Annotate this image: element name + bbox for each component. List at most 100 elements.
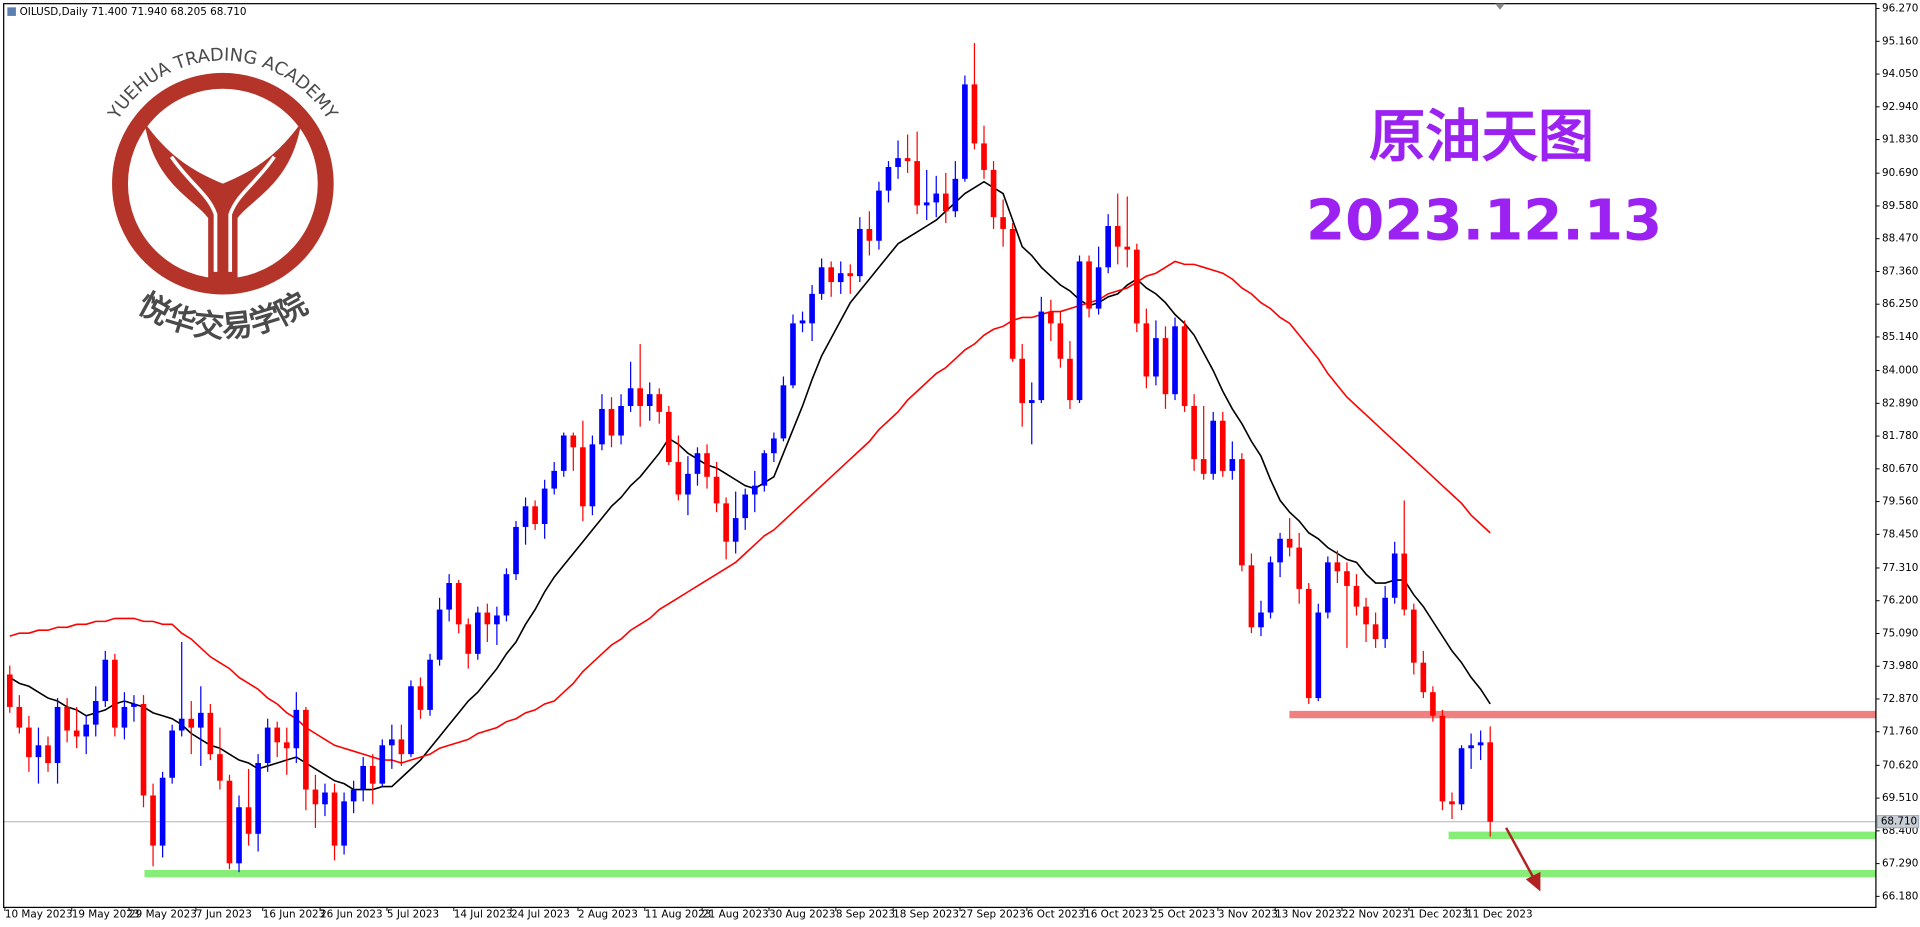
candle-body [131, 703, 137, 707]
candle-body [293, 709, 300, 749]
candle-body [828, 267, 834, 283]
x-tick-label: 18 Sep 2023 [893, 909, 959, 921]
candle-body [369, 765, 376, 784]
candle-body [188, 718, 195, 728]
candle-body [245, 807, 252, 834]
candle-body [1487, 742, 1494, 822]
y-tick-label: 94.050 [1882, 68, 1918, 80]
candle-body [264, 727, 271, 763]
candle-body [637, 388, 643, 406]
candle-body [417, 686, 424, 710]
y-tick-label: 77.310 [1882, 562, 1918, 574]
candle-body [551, 470, 558, 489]
candle-body [207, 712, 214, 755]
candle-body [847, 273, 854, 277]
candle-body [589, 444, 596, 507]
candle-body [1009, 228, 1016, 359]
candle-body [1296, 547, 1302, 589]
candle-body [1458, 748, 1465, 805]
y-tick-label: 91.830 [1882, 134, 1918, 146]
candle-body [866, 228, 873, 241]
y-tick-label: 96.270 [1882, 3, 1918, 15]
candle-body [312, 789, 319, 805]
candle-body [1200, 459, 1207, 474]
x-tick-label: 13 Nov 2023 [1275, 909, 1342, 921]
candle-body [1210, 420, 1217, 474]
candle-body [1105, 226, 1111, 268]
candle-body [16, 706, 23, 728]
candle-body [1038, 311, 1045, 401]
x-tick-label: 30 Aug 2023 [769, 909, 836, 921]
y-tick-label: 79.560 [1882, 496, 1918, 508]
y-tick-label: 86.250 [1882, 298, 1918, 310]
candle-body [1258, 612, 1264, 628]
candle-body [1239, 459, 1245, 566]
candle-body [532, 506, 538, 525]
candle-body [942, 193, 949, 212]
candle-body [121, 706, 128, 728]
candle-body [560, 435, 567, 471]
y-tick-label: 76.200 [1882, 595, 1918, 607]
candle-body [1134, 249, 1140, 324]
candle-body [1229, 459, 1236, 471]
candle-body [694, 453, 701, 474]
y-tick-label: 72.870 [1882, 693, 1918, 705]
candle-body [895, 158, 901, 167]
candle-body [1181, 326, 1188, 406]
candles [6, 43, 1494, 873]
candle-body [1420, 662, 1427, 693]
x-tick-label: 24 Jul 2023 [511, 909, 570, 921]
x-tick-label: 16 Oct 2023 [1084, 909, 1148, 921]
candle-body [675, 462, 682, 495]
logo-emblem [144, 122, 302, 280]
candle-body [1430, 692, 1436, 716]
candle-body [1067, 358, 1073, 401]
candle-body [1000, 217, 1006, 229]
candle-body [1172, 326, 1178, 395]
y-tick-label: 73.980 [1882, 660, 1918, 672]
candle-body [1334, 562, 1341, 572]
x-tick-label: 2 Aug 2023 [578, 909, 638, 921]
candle-body [1191, 405, 1197, 460]
chart-title: 原油天图 [1369, 103, 1594, 169]
candle-body [1019, 358, 1026, 404]
candle-body [1219, 420, 1226, 471]
candle-body [990, 169, 997, 218]
candle-body [780, 385, 787, 439]
candle-body [494, 615, 500, 625]
candle-body [818, 267, 825, 294]
y-tick-label: 87.360 [1882, 265, 1918, 277]
candle-body [360, 765, 366, 790]
candle-body [159, 777, 166, 846]
candle-body [618, 405, 624, 436]
plot-frame [3, 3, 1877, 909]
candle-body [656, 394, 663, 412]
candle-body [1391, 553, 1398, 598]
candle-body [1277, 538, 1283, 563]
candle-body [322, 792, 328, 805]
candle-body [379, 745, 386, 784]
candle-body [809, 293, 815, 324]
candle-body [112, 659, 118, 728]
candle-body [1143, 323, 1150, 377]
x-tick-label: 8 Sep 2023 [836, 909, 895, 921]
candle-body [904, 158, 911, 162]
candle-body [981, 143, 987, 170]
y-tick-label: 70.620 [1882, 759, 1918, 771]
candle-body [1114, 226, 1121, 247]
candle-body [761, 453, 768, 486]
candle-body [599, 408, 605, 445]
y-tick-label: 92.940 [1882, 101, 1918, 113]
x-tick-label: 19 May 2023 [72, 909, 140, 921]
candle-body [1162, 338, 1169, 395]
arrow-head [1525, 871, 1541, 892]
candle-body [1048, 311, 1054, 324]
y-tick-label: 82.890 [1882, 397, 1918, 409]
candle-body [876, 190, 882, 241]
y-tick-label: 67.290 [1882, 858, 1918, 870]
candle-body [474, 612, 481, 654]
symbol-icon [7, 7, 16, 16]
candle-body [6, 674, 13, 707]
candle-body [1086, 261, 1092, 309]
candle-body [742, 494, 749, 519]
